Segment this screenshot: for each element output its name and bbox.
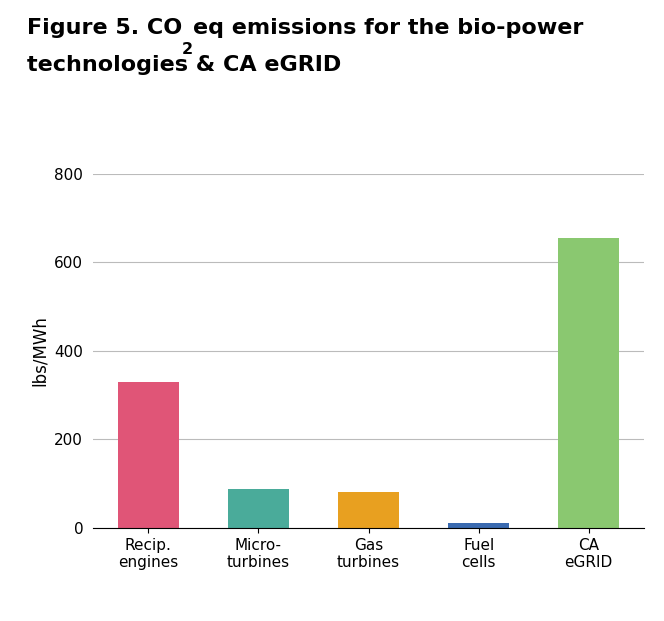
Y-axis label: lbs/MWh: lbs/MWh — [31, 315, 48, 386]
Bar — [338, 492, 399, 528]
Text: Figure 5. CO: Figure 5. CO — [27, 18, 182, 38]
Bar — [118, 382, 179, 528]
Text: technologies & CA eGRID: technologies & CA eGRID — [27, 55, 341, 75]
Bar — [558, 238, 619, 528]
Text: 2: 2 — [182, 42, 193, 57]
Text: eq emissions for the bio-power: eq emissions for the bio-power — [193, 18, 583, 38]
Bar — [228, 489, 289, 528]
Bar — [448, 522, 509, 528]
